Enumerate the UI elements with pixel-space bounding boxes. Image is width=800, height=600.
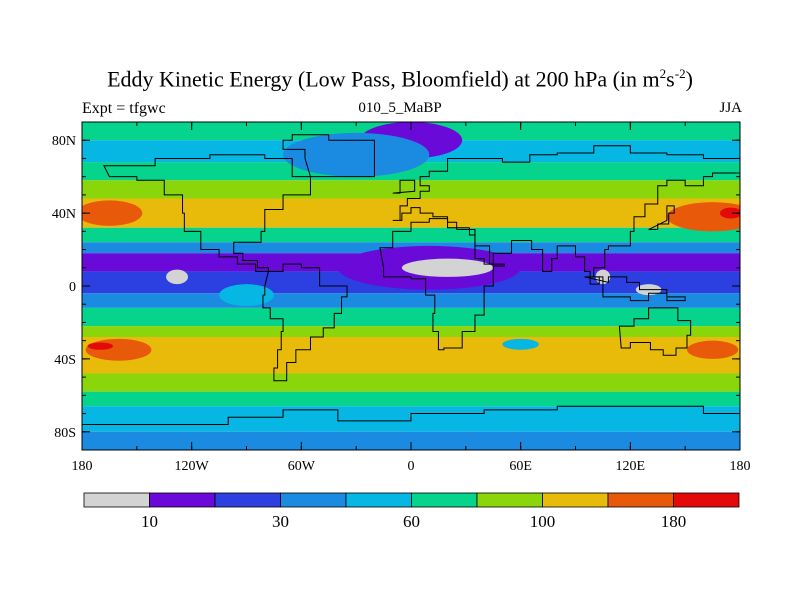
y-tick-label-2: 0 (69, 280, 76, 295)
eke-band-14 (82, 391, 740, 407)
colorbar-label-0: 10 (141, 512, 158, 531)
eke-band-10 (82, 307, 740, 327)
eke-feature-4 (87, 342, 114, 350)
eke-feature-9 (401, 258, 494, 277)
colorbar-label-4: 180 (661, 512, 687, 531)
eke-band-2 (82, 162, 740, 181)
coastline-outlines (82, 134, 740, 450)
colorbar-swatch-5 (411, 492, 478, 508)
eke-feature-5 (686, 340, 739, 359)
colorbar-label-2: 60 (403, 512, 420, 531)
colorbar-swatch-0 (83, 492, 150, 508)
eke-feature-14 (502, 338, 539, 350)
colorbar-swatch-6 (476, 492, 543, 508)
colorbar-swatch-8 (607, 492, 674, 508)
coastline-0 (103, 154, 311, 272)
x-tick-label-1: 120W (175, 459, 210, 474)
colorbar-label-1: 30 (272, 512, 289, 531)
y-axis: 80N 40N 0 40S 80S (52, 134, 740, 441)
x-tick-label-4: 60E (509, 459, 532, 474)
eke-feature-10 (166, 269, 189, 285)
run-id-label: 010_5_MaBP (358, 100, 442, 116)
y-tick-label-1: 40N (52, 207, 76, 222)
colorbar-label-3: 100 (530, 512, 556, 531)
eke-feature-1 (666, 202, 740, 232)
colorbar: 10 30 60 100 180 (83, 492, 740, 531)
coastline-7 (584, 276, 686, 302)
eke-feature-7 (283, 132, 430, 177)
coastline-6 (82, 405, 740, 450)
coastline-1 (262, 263, 348, 382)
eke-band-3 (82, 180, 740, 199)
colorbar-swatch-7 (542, 492, 609, 508)
season-label: JJA (719, 100, 742, 116)
coastline-3 (392, 145, 740, 285)
coastline-5 (618, 307, 692, 356)
x-axis: 180 120W 60W 0 60E 120E 180 (72, 122, 751, 474)
x-tick-label-5: 120E (616, 459, 646, 474)
coastline-2 (282, 134, 375, 178)
colorbar-swatch-3 (280, 492, 347, 508)
coastline-8 (392, 179, 416, 194)
colorbar-swatch-9 (673, 492, 740, 508)
coastline-9 (648, 205, 675, 231)
x-tick-label-3: 0 (408, 459, 415, 474)
colorbar-swatch-2 (214, 492, 281, 508)
coastline-4 (379, 218, 505, 351)
colorbar-swatch-4 (345, 492, 412, 508)
experiment-label: Expt = tfgwc (82, 100, 166, 117)
eke-contour-field (82, 122, 740, 450)
chart-title: Eddy Kinetic Energy (Low Pass, Bloomfiel… (107, 66, 693, 92)
x-tick-label-6: 180 (730, 459, 751, 474)
eke-feature-0 (82, 200, 143, 226)
eke-band-13 (82, 373, 740, 392)
y-tick-label-4: 80S (54, 426, 76, 441)
eke-feature-13 (219, 284, 274, 307)
eke-band-16 (82, 431, 740, 450)
x-tick-label-2: 60W (288, 459, 316, 474)
y-tick-label-0: 80N (52, 134, 76, 149)
eke-band-11 (82, 326, 740, 338)
colorbar-swatch-1 (149, 492, 216, 508)
x-tick-label-0: 180 (72, 459, 93, 474)
y-tick-label-3: 40S (54, 353, 76, 368)
eke-feature-2 (719, 207, 740, 219)
eke-feature-3 (85, 338, 152, 361)
eke-band-5 (82, 227, 740, 243)
